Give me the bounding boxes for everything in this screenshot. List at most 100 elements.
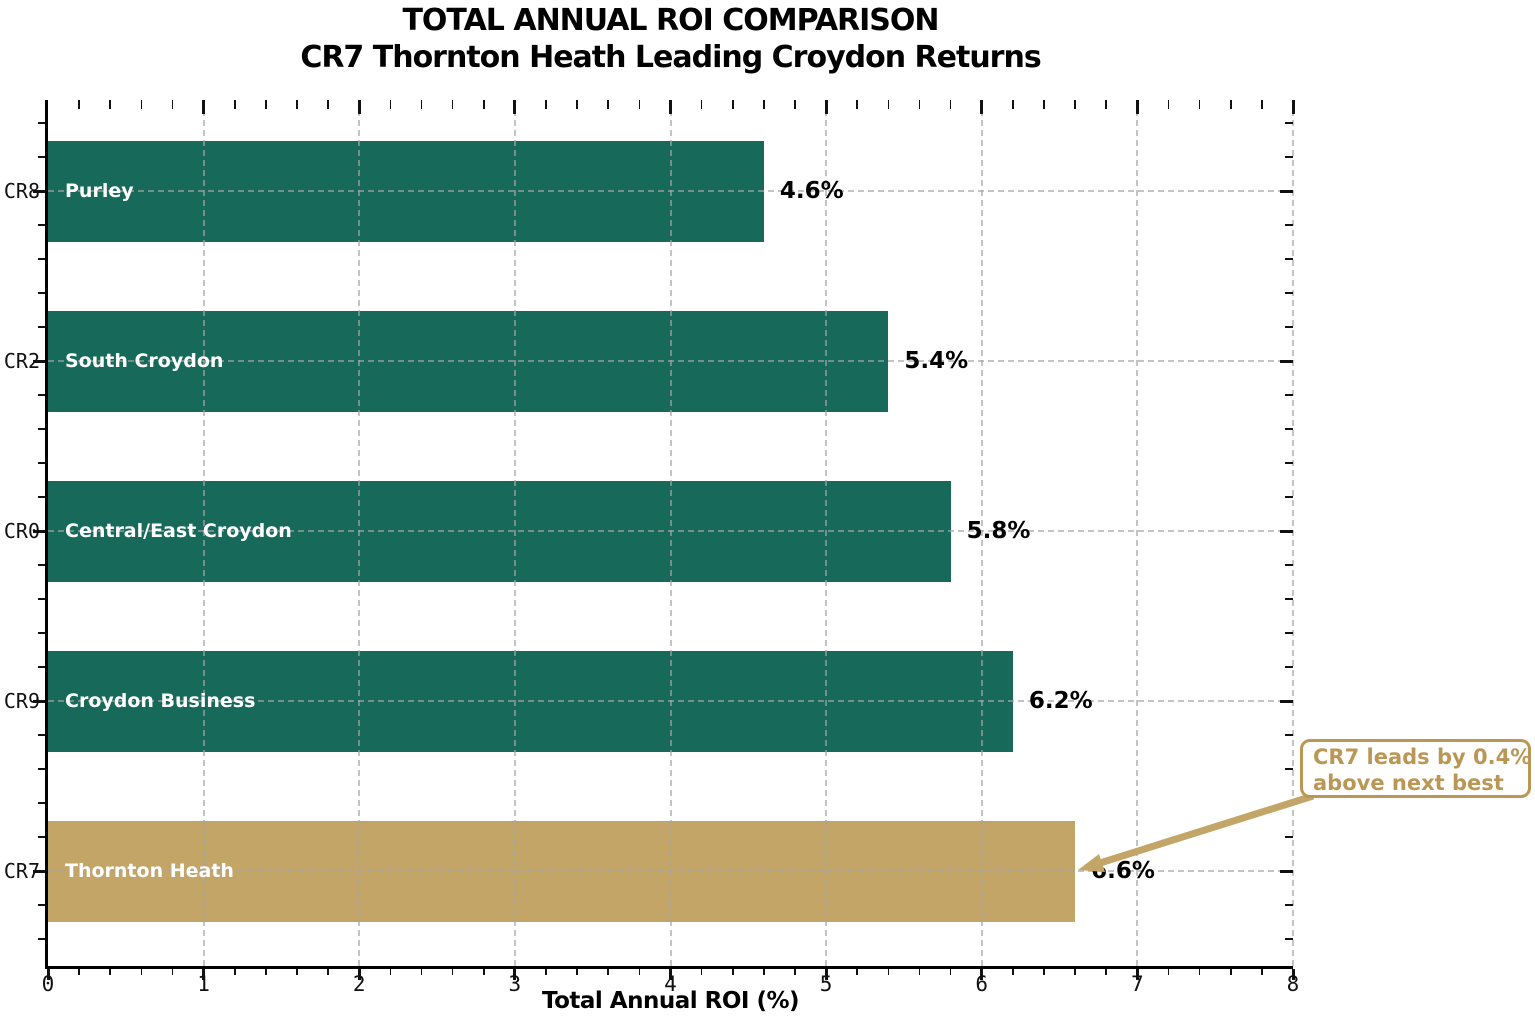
x-tick-top (794, 100, 796, 109)
x-tick-top (1291, 100, 1295, 114)
x-tick-top (1043, 100, 1045, 109)
gridline-horizontal (48, 700, 1293, 702)
annotation-line1: CR7 leads by 0.4% (1313, 745, 1532, 769)
y-tick-left (38, 156, 45, 158)
y-tick-left (38, 224, 45, 226)
x-tick-top (887, 100, 890, 109)
bar-value-label: 6.2% (1028, 688, 1093, 714)
gridline-vertical (1136, 100, 1139, 966)
x-tick-top (389, 100, 392, 109)
x-tick-label: 3 (508, 972, 522, 996)
y-tick-right (1280, 189, 1293, 193)
y-tick-right (1285, 258, 1293, 260)
chart-title-line2: CR7 Thornton Heath Leading Croydon Retur… (300, 40, 1041, 75)
y-tick-left (38, 122, 45, 124)
x-tick-bottom (980, 969, 984, 980)
y-tick-right (1285, 224, 1293, 226)
x-tick-bottom (1074, 969, 1076, 975)
x-tick-bottom (265, 969, 267, 975)
y-tick-right (1285, 326, 1293, 328)
y-tick-right (1285, 122, 1293, 124)
y-tick-left (38, 904, 45, 906)
x-tick-bottom (357, 969, 361, 980)
x-tick-bottom (700, 969, 703, 975)
y-tick-right (1285, 904, 1293, 906)
y-tick-left (38, 768, 45, 770)
x-tick-bottom (1229, 969, 1232, 975)
y-tick-left (38, 462, 45, 464)
x-tick-top (700, 100, 703, 109)
gridline-vertical (980, 100, 983, 966)
x-tick-bottom (638, 969, 641, 975)
y-tick-left (33, 189, 45, 193)
gridline-horizontal (48, 190, 1293, 192)
x-tick-top (638, 100, 641, 109)
x-tick-top (513, 100, 517, 114)
x-tick-bottom (420, 969, 423, 975)
y-tick-right (1285, 462, 1293, 464)
y-tick-right (1280, 699, 1293, 703)
x-tick-top (669, 100, 672, 114)
y-tick-right (1285, 292, 1293, 294)
y-tick-right (1285, 632, 1293, 634)
x-tick-top (949, 100, 952, 109)
y-tick-left (38, 564, 45, 566)
x-tick-bottom (140, 969, 143, 975)
x-tick-bottom (576, 969, 578, 975)
x-tick-top (576, 100, 578, 109)
x-tick-top (265, 100, 267, 109)
x-tick-bottom (607, 969, 610, 975)
y-tick-right (1285, 666, 1293, 668)
y-tick-left (38, 802, 45, 804)
x-tick-top (1105, 100, 1108, 109)
x-tick-bottom (669, 969, 672, 980)
y-tick-left (38, 326, 45, 328)
x-tick-bottom (763, 969, 765, 975)
x-tick-bottom (233, 969, 236, 975)
bar-value-label: 4.6% (779, 178, 844, 204)
y-tick-left (38, 292, 45, 294)
y-tick-right (1280, 359, 1293, 363)
y-tick-right (1285, 394, 1293, 396)
x-tick-bottom (731, 969, 734, 975)
x-tick-bottom (1135, 969, 1139, 980)
y-tick-right (1285, 836, 1293, 838)
chart-title: TOTAL ANNUAL ROI COMPARISON CR7 Thornton… (48, 2, 1293, 76)
x-tick-label: 6 (975, 972, 989, 996)
x-tick-bottom (949, 969, 952, 975)
x-tick-bottom (296, 969, 298, 975)
gridline-vertical (202, 100, 205, 966)
x-tick-bottom (824, 969, 828, 980)
x-tick-bottom (1012, 969, 1014, 975)
y-tick-right (1280, 869, 1293, 873)
x-tick-label: 0 (41, 972, 55, 996)
y-tick-right (1285, 598, 1293, 600)
x-tick-label: 8 (1286, 972, 1300, 996)
x-tick-bottom (513, 969, 517, 980)
x-tick-label: 7 (1131, 972, 1144, 996)
gridline-horizontal (48, 360, 1293, 362)
x-tick-top (140, 100, 143, 109)
x-tick-bottom (1261, 969, 1263, 975)
x-tick-top (327, 100, 329, 109)
y-tick-right (1285, 156, 1293, 158)
y-tick-right (1285, 768, 1293, 770)
x-tick-top (763, 100, 765, 109)
gridline-vertical (669, 100, 672, 966)
y-tick-label: CR7 (3, 859, 40, 883)
y-tick-right (1285, 428, 1293, 430)
x-tick-top (296, 100, 298, 109)
bar-value-label: 5.8% (966, 518, 1031, 544)
bar-area-label: Croydon Business (65, 690, 256, 712)
x-tick-bottom (389, 969, 392, 975)
gridline-vertical (1292, 100, 1294, 966)
y-tick-right (1285, 938, 1293, 940)
x-tick-top (731, 100, 734, 109)
x-tick-bottom (1291, 969, 1295, 980)
y-tick-left (38, 836, 45, 838)
x-tick-top (1167, 100, 1170, 109)
x-tick-bottom (202, 969, 206, 980)
x-axis-spine (45, 966, 1293, 969)
x-tick-top (545, 100, 547, 109)
